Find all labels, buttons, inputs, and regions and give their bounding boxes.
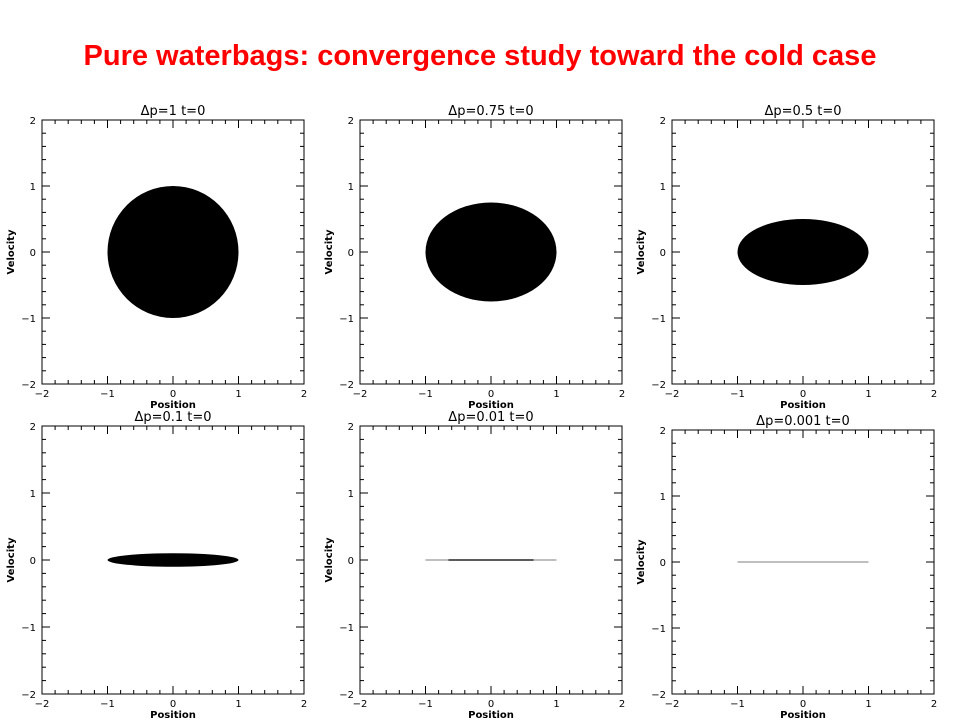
waterbag-region [737, 219, 869, 285]
panel-title: Δp=0.01 t=0 [448, 410, 533, 425]
y-tick-label: −2 [651, 690, 666, 701]
y-tick-label: −1 [339, 314, 354, 325]
x-tick-label: 1 [235, 699, 241, 710]
x-tick-label: −1 [418, 389, 433, 400]
y-tick-label: 1 [660, 182, 666, 193]
x-tick-label: −1 [730, 389, 745, 400]
x-tick-label: 2 [619, 389, 625, 400]
x-tick-label: −1 [100, 699, 115, 710]
x-axis-label: Position [780, 400, 826, 411]
waterbag-region [425, 202, 557, 302]
x-tick-label: −2 [35, 699, 50, 710]
y-tick-label: 2 [348, 422, 354, 433]
panel-title: Δp=0.1 t=0 [134, 410, 211, 425]
y-tick-label: −2 [21, 380, 36, 391]
x-tick-label: 0 [170, 389, 176, 400]
y-tick-label: 0 [660, 558, 666, 569]
y-tick-label: 2 [30, 116, 36, 127]
x-tick-label: 1 [553, 389, 559, 400]
y-tick-label: 0 [348, 556, 354, 567]
y-tick-label: −2 [21, 690, 36, 701]
y-tick-label: −1 [21, 623, 36, 634]
y-axis-label: Velocity [636, 539, 647, 584]
y-tick-label: 0 [660, 248, 666, 259]
waterbag-region [107, 553, 239, 567]
y-axis-label: Velocity [636, 229, 647, 274]
y-tick-label: 1 [30, 489, 36, 500]
x-tick-label: −2 [665, 389, 680, 400]
x-tick-label: 0 [800, 699, 806, 710]
y-tick-label: 2 [30, 422, 36, 433]
phase-space-panel-2: Δp=0.75 t=0 −2 −1 0 1 2 −2 −1 0 1 2 Position Velocit… [324, 104, 625, 411]
y-tick-label: −1 [651, 624, 666, 635]
x-tick-label: 1 [865, 699, 871, 710]
y-tick-label: 1 [660, 492, 666, 503]
x-axis-label: Position [468, 710, 514, 720]
phase-space-panel-1: Δp=1 t=0 −2 −1 0 1 2 −2 −1 0 1 2 Position Velocity [6, 104, 307, 411]
panel-title: Δp=0.75 t=0 [448, 104, 533, 119]
x-tick-label: 0 [488, 699, 494, 710]
y-tick-label: 0 [348, 248, 354, 259]
panel-title: Δp=1 t=0 [141, 104, 206, 119]
x-tick-label: −2 [665, 699, 680, 710]
x-tick-label: −1 [418, 699, 433, 710]
page-title: Pure waterbags: convergence study toward… [83, 40, 877, 72]
waterbag-region [107, 186, 239, 318]
x-tick-label: 2 [619, 699, 625, 710]
x-tick-label: 0 [170, 699, 176, 710]
phase-space-panel-3: Δp=0.5 t=0 −2 −1 0 1 2 −2 −1 0 1 2 Position Velocity [636, 104, 937, 411]
panel-title: Δp=0.5 t=0 [764, 104, 841, 119]
x-axis-label: Position [780, 710, 826, 720]
x-tick-label: −2 [35, 389, 50, 400]
x-tick-label: −2 [353, 389, 368, 400]
panel-title: Δp=0.001 t=0 [756, 414, 850, 429]
y-tick-label: −1 [21, 314, 36, 325]
y-tick-label: 1 [348, 489, 354, 500]
y-tick-label: 1 [30, 182, 36, 193]
x-tick-label: 1 [553, 699, 559, 710]
x-tick-label: 1 [235, 389, 241, 400]
y-tick-label: −1 [339, 623, 354, 634]
y-tick-label: −1 [651, 314, 666, 325]
x-axis-label: Position [468, 400, 514, 411]
y-axis-label: Velocity [6, 537, 17, 582]
x-tick-label: −1 [730, 699, 745, 710]
x-tick-label: −2 [353, 699, 368, 710]
y-tick-label: −2 [339, 690, 354, 701]
x-tick-label: 2 [301, 699, 307, 710]
x-tick-label: 2 [931, 389, 937, 400]
y-tick-label: 2 [660, 116, 666, 127]
y-tick-label: 2 [348, 116, 354, 127]
y-axis-label: Velocity [6, 229, 17, 274]
y-tick-label: 1 [348, 182, 354, 193]
x-tick-label: 2 [931, 699, 937, 710]
y-tick-label: 0 [30, 248, 36, 259]
x-tick-label: 2 [301, 389, 307, 400]
phase-space-panel-5: Δp=0.01 t=0 −2 −1 0 1 2 −2 −1 0 1 2 Position Velocit… [324, 410, 625, 720]
y-tick-label: −2 [651, 380, 666, 391]
x-tick-label: 1 [865, 389, 871, 400]
y-tick-label: 2 [660, 426, 666, 437]
x-tick-label: 0 [488, 389, 494, 400]
y-axis-label: Velocity [324, 537, 335, 582]
phase-space-panel-6: Δp=0.001 t=0 −2 −1 0 1 2 −2 −1 0 1 2 Position Veloci… [636, 414, 937, 720]
x-axis-label: Position [150, 710, 196, 720]
x-tick-label: 0 [800, 389, 806, 400]
x-tick-label: −1 [100, 389, 115, 400]
y-axis-label: Velocity [324, 229, 335, 274]
phase-space-panel-4: Δp=0.1 t=0 −2 −1 0 1 2 −2 −1 0 1 2 Position Velocity [6, 410, 307, 720]
y-tick-label: −2 [339, 380, 354, 391]
y-tick-label: 0 [30, 556, 36, 567]
x-axis-label: Position [150, 400, 196, 411]
